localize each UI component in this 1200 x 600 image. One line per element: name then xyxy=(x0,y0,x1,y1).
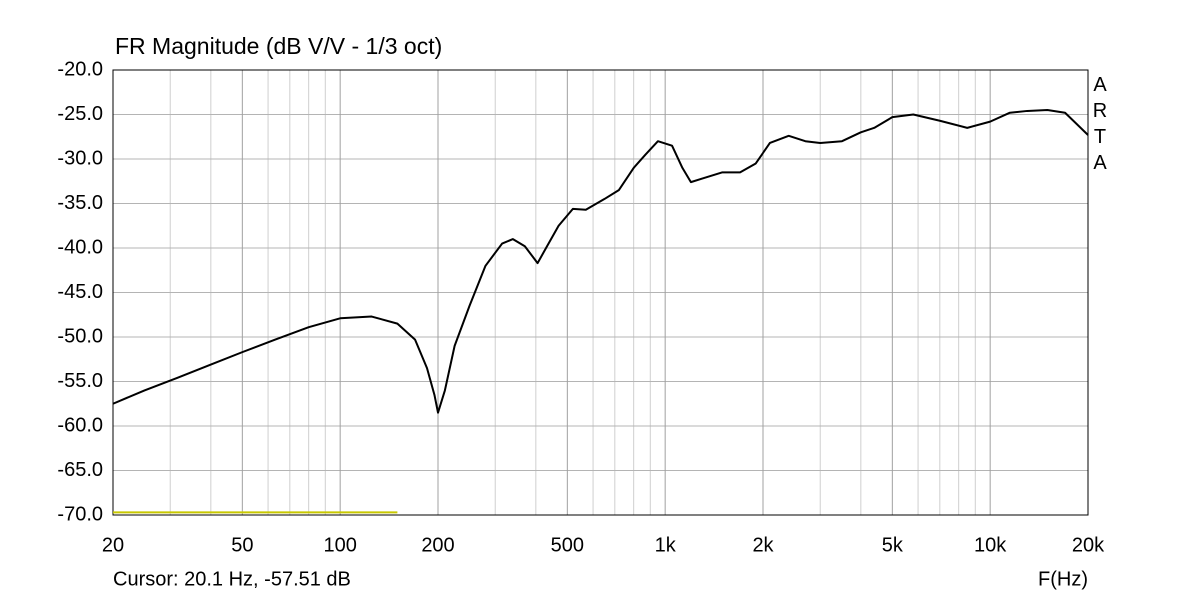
x-tick-label: 10k xyxy=(974,534,1007,556)
x-tick-label: 200 xyxy=(421,534,454,556)
y-tick-label: -45.0 xyxy=(57,281,103,303)
x-tick-label: 5k xyxy=(882,534,904,556)
brand: ARTA xyxy=(1092,74,1108,174)
x-tick-label: 20k xyxy=(1072,534,1105,556)
x-tick-label: 500 xyxy=(551,534,584,556)
y-tick-label: -30.0 xyxy=(57,147,103,169)
y-tick-label: -50.0 xyxy=(57,325,103,347)
y-tick-label: -55.0 xyxy=(57,370,103,392)
x-tick-label: 1k xyxy=(655,534,677,556)
x-tick-label: 100 xyxy=(323,534,356,556)
y-tick-label: -20.0 xyxy=(57,58,103,80)
plot-frame xyxy=(112,69,1089,516)
response-line xyxy=(112,109,1089,414)
cursor-readout: Cursor: 20.1 Hz, -57.51 dB xyxy=(113,568,351,590)
x-tick-label: 50 xyxy=(231,534,253,556)
y-tick-label: -25.0 xyxy=(57,103,103,125)
y-tick-label: -70.0 xyxy=(57,503,103,525)
x-tick-label: 20 xyxy=(102,534,124,556)
x-tick-label: 2k xyxy=(752,534,774,556)
y-tick-label: -40.0 xyxy=(57,236,103,258)
chart-title: FR Magnitude (dB V/V - 1/3 oct) xyxy=(115,33,442,59)
x-axis-label: F(Hz) xyxy=(1038,568,1088,590)
y-tick-label: -65.0 xyxy=(57,459,103,481)
y-tick-label: -60.0 xyxy=(57,414,103,436)
y-tick-label: -35.0 xyxy=(57,192,103,214)
